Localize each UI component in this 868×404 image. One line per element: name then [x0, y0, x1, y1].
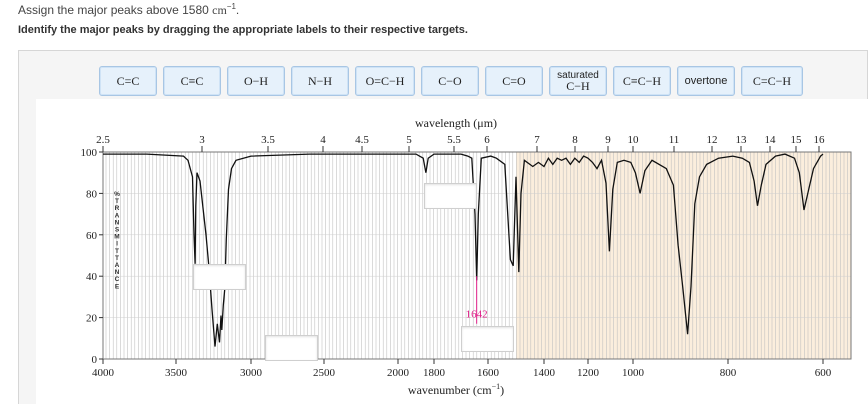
wavelength-tick-label: 8: [572, 134, 578, 146]
label-aldehyde-c-h[interactable]: O=C−H: [355, 66, 415, 96]
transmittance-label-letter: A: [115, 262, 120, 269]
ir-spectrum: 1642 2.5 3 3.5 4 4.5 5 5.5 6 7 8 9 10 11 12 13 14 15 16 4…: [36, 99, 868, 404]
label-n-h[interactable]: N−H: [291, 66, 349, 96]
transmittance-tick-label: 60: [86, 230, 98, 242]
transmittance-label-letter: C: [115, 276, 120, 283]
label-c-c-triple[interactable]: C≡C: [163, 66, 221, 96]
wavelength-tick-label: 5: [406, 134, 412, 146]
wavelength-tick-label: 10: [628, 134, 640, 146]
wavelength-tick-label: 15: [791, 134, 803, 146]
label-o-h[interactable]: O−H: [227, 66, 285, 96]
transmittance-tick-label: 20: [86, 313, 98, 325]
wavelength-tick-label: 3.5: [261, 134, 275, 146]
drop-target-4[interactable]: [461, 326, 514, 352]
spectrum-trace: [103, 153, 824, 347]
transmittance-label-letter: S: [115, 227, 120, 234]
drop-target-2[interactable]: [265, 335, 318, 361]
label-vinyl-c-h[interactable]: C=C−H: [741, 66, 803, 96]
wavelength-tick-label: 12: [707, 134, 718, 146]
wavelength-tick-label: 14: [765, 134, 777, 146]
wavenumber-tick-label: 1800: [423, 367, 446, 379]
peak-marker-label: 1642: [466, 309, 488, 321]
wavelength-tick-label: 11: [669, 134, 680, 146]
wavelength-tick-label: 4: [320, 134, 326, 146]
label-saturated-line2: C−H: [566, 79, 590, 93]
question-prompt: Assign the major peaks above 1580 cm−1.: [18, 2, 239, 18]
prompt-unit-exponent: −1: [226, 2, 236, 11]
transmittance-label-letter: A: [115, 212, 120, 219]
wavelength-tick-label: 3: [199, 134, 205, 146]
drop-target-1[interactable]: [193, 264, 246, 290]
transmittance-label-letter: M: [114, 234, 119, 241]
label-alkyne-c-h[interactable]: C≡C−H: [613, 66, 671, 96]
transmittance-label-letter: N: [115, 219, 120, 226]
wavelength-tick-label: 6: [484, 134, 490, 146]
transmittance-label-letter: T: [115, 255, 119, 262]
prompt-unit: cm: [212, 3, 227, 17]
wavenumber-tick-label: 1000: [622, 367, 645, 379]
wavelength-tick-label: 2.5: [96, 134, 110, 146]
label-saturated-line1: saturated: [557, 70, 599, 81]
wavelength-tick-label: 9: [605, 134, 611, 146]
transmittance-label-letter: I: [116, 241, 118, 248]
wavenumber-tick-label: 600: [815, 367, 832, 379]
wavelength-tick-label: 16: [814, 134, 826, 146]
wavelength-axis: 2.5 3 3.5 4 4.5 5 5.5 6 7 8 9 10 11 12 13 14 15 16: [96, 134, 825, 152]
wavenumber-tick-label: 800: [720, 367, 737, 379]
label-saturated-c-h[interactable]: saturated C−H: [549, 66, 607, 96]
fingerprint-region: [516, 152, 851, 359]
wavelength-tick-label: 5.5: [447, 134, 461, 146]
wavelength-tick-label: 4.5: [355, 134, 369, 146]
transmittance-tick-label: 0: [92, 354, 98, 366]
wavenumber-title-end: ): [500, 383, 504, 397]
drop-target-3[interactable]: [424, 183, 477, 209]
wavenumber-tick-label: 3500: [165, 367, 188, 379]
wavelength-axis-title: wavelength (μm): [415, 116, 497, 130]
plot-frame: [102, 151, 852, 360]
transmittance-label-letter: T: [115, 248, 119, 255]
spectrum-background-bands: [103, 152, 851, 359]
wavelength-tick-label: 13: [736, 134, 748, 146]
wavenumber-tick-label: 1200: [577, 367, 600, 379]
label-overtone[interactable]: overtone: [677, 66, 735, 96]
label-bank: C=C C≡C O−H N−H O=C−H C−O C=O saturated …: [99, 66, 803, 98]
label-c-o[interactable]: C−O: [421, 66, 479, 96]
wavenumber-axis-title: wavenumber (cm−1): [408, 382, 504, 397]
prompt-end: .: [235, 3, 240, 17]
spectrum-grid: [103, 152, 851, 359]
wavelength-tick-label: 7: [534, 134, 540, 146]
wavenumber-tick-label: 1600: [477, 367, 500, 379]
transmittance-tick-label: 100: [81, 147, 98, 159]
wavenumber-tick-label: 2000: [387, 367, 410, 379]
wavenumber-axis: 4000 3500 3000 2500 2000 1800 1600 1400 1200 1000…: [92, 359, 832, 379]
transmittance-label-letter: R: [115, 205, 120, 212]
label-c-c-double[interactable]: C=C: [99, 66, 157, 96]
wavenumber-tick-label: 2500: [313, 367, 336, 379]
prompt-text: Assign the major peaks above 1580: [18, 3, 213, 17]
wavenumber-tick-label: 1400: [533, 367, 556, 379]
transmittance-label-letter: %: [114, 191, 120, 198]
transmittance-axis: 100 80 60 40 20 0: [81, 147, 103, 366]
transmittance-tick-label: 40: [86, 271, 98, 283]
transmittance-label-letter: E: [115, 283, 120, 290]
transmittance-tick-label: 80: [86, 188, 98, 200]
wavenumber-tick-label: 4000: [92, 367, 115, 379]
wavenumber-tick-label: 3000: [240, 367, 263, 379]
transmittance-label-letter: T: [115, 198, 119, 205]
transmittance-label-letter: N: [115, 269, 120, 276]
instruction-text: Identify the major peaks by dragging the…: [18, 24, 468, 36]
wavenumber-title-text: wavenumber (cm: [408, 383, 492, 397]
label-carbonyl[interactable]: C=O: [485, 66, 543, 96]
wavenumber-title-exp: −1: [492, 382, 501, 391]
